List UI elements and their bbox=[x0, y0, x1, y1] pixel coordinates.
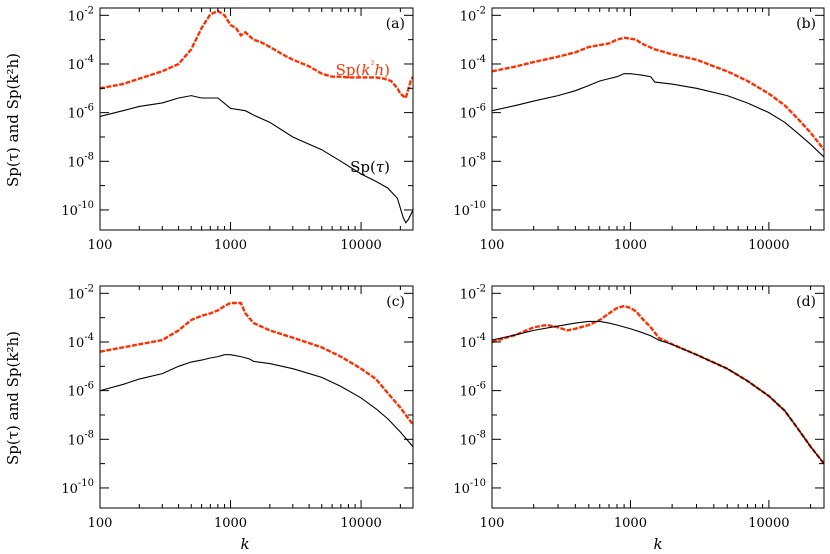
series-annotation: Sp(τ) bbox=[350, 158, 390, 176]
y-axis-label-top: Sp(τ) and Sp(k²h) bbox=[4, 53, 22, 187]
y-tick-label: 10-2 bbox=[460, 283, 486, 302]
panel-d: 100 1000 10000 10-10 10-8 10-6 10-4 10-2 (d) bbox=[453, 283, 825, 531]
x-tick-label: 1000 bbox=[614, 516, 647, 531]
series-line-sp-k2h bbox=[492, 304, 824, 465]
x-tick-label: 1000 bbox=[214, 516, 247, 531]
series-line-sp-tau bbox=[492, 73, 824, 158]
series-line-sp-tau bbox=[492, 320, 824, 464]
y-tick-label: 10-2 bbox=[68, 283, 94, 302]
x-tick-label: 10000 bbox=[340, 238, 381, 253]
panel-label: (d) bbox=[796, 294, 816, 310]
plot-frame bbox=[491, 285, 825, 509]
panel-a: 100 1000 10000 10-10 10-8 10-6 10-4 10-2 (a) Sp(k… bbox=[61, 5, 414, 253]
y-tick-label: 10-8 bbox=[68, 429, 94, 448]
y-tick-label: 10-8 bbox=[460, 429, 486, 448]
y-tick-label: 10-4 bbox=[68, 332, 94, 351]
series-line-sp-k2h bbox=[100, 9, 413, 101]
y-tick-label: 10-10 bbox=[453, 200, 486, 219]
series-line-sp-tau bbox=[100, 354, 413, 447]
y-tick-label: 10-10 bbox=[61, 200, 94, 219]
x-tick-label: 10000 bbox=[748, 238, 789, 253]
panel-b: 100 1000 10000 10-10 10-8 10-6 10-4 10-2 (b) bbox=[453, 5, 825, 253]
y-tick-label: 10-4 bbox=[68, 54, 94, 73]
y-tick-label: 10-6 bbox=[68, 103, 94, 122]
panel-label: (c) bbox=[386, 294, 405, 310]
panels: 100 1000 10000 10-10 10-8 10-6 10-4 10-2 (a) Sp(k… bbox=[61, 5, 825, 531]
x-tick-label: 10000 bbox=[748, 516, 789, 531]
x-tick-label: 100 bbox=[480, 238, 505, 253]
y-axis-label-bottom: Sp(τ) and Sp(k²h) bbox=[4, 331, 22, 465]
y-tick-label: 10-2 bbox=[460, 5, 486, 24]
series-line-sp-tau bbox=[100, 95, 413, 224]
y-tick-label: 10-6 bbox=[460, 381, 486, 400]
x-tick-label: 1000 bbox=[214, 238, 247, 253]
x-tick-label: 10000 bbox=[340, 516, 381, 531]
x-axis-label-right: k bbox=[653, 535, 662, 553]
plot-frame bbox=[99, 285, 414, 509]
x-tick-label: 100 bbox=[480, 516, 505, 531]
series-annotation: Sp(k²h) bbox=[336, 60, 390, 79]
y-tick-label: 10-6 bbox=[68, 381, 94, 400]
panel-label: (a) bbox=[386, 16, 405, 32]
x-tick-label: 1000 bbox=[614, 238, 647, 253]
plot-frame bbox=[99, 7, 414, 231]
series-line-sp-k2h bbox=[100, 301, 413, 426]
panel-c: 100 1000 10000 10-10 10-8 10-6 10-4 10-2 (c) bbox=[61, 283, 414, 531]
y-tick-label: 10-8 bbox=[460, 151, 486, 170]
x-tick-label: 100 bbox=[88, 516, 113, 531]
panel-label: (b) bbox=[796, 16, 816, 32]
y-tick-label: 10-2 bbox=[68, 5, 94, 24]
y-tick-label: 10-4 bbox=[460, 54, 486, 73]
y-tick-label: 10-8 bbox=[68, 151, 94, 170]
y-tick-label: 10-4 bbox=[460, 332, 486, 351]
x-axis-label-left: k bbox=[240, 535, 249, 553]
plot-frame bbox=[491, 7, 825, 231]
y-tick-label: 10-6 bbox=[460, 103, 486, 122]
y-tick-label: 10-10 bbox=[453, 478, 486, 497]
y-tick-label: 10-10 bbox=[61, 478, 94, 497]
x-tick-label: 100 bbox=[88, 238, 113, 253]
series-line-sp-k2h bbox=[492, 36, 824, 151]
